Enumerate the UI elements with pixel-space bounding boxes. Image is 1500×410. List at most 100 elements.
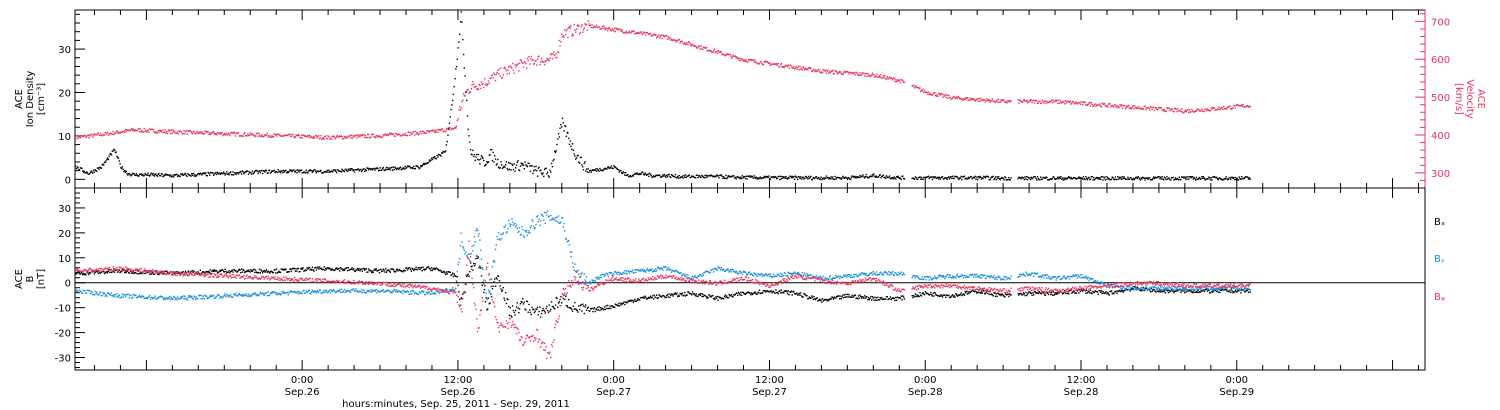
density-series-point [1139, 179, 1142, 181]
bx-series-point [536, 306, 539, 309]
density-series-point [1245, 176, 1247, 178]
by-series-point [371, 291, 373, 293]
by-series-point [312, 291, 314, 293]
bx-series-point [646, 297, 649, 300]
velocity-series-point [957, 95, 959, 98]
velocity-series-point [487, 80, 490, 82]
bx-series-point [876, 299, 878, 301]
density-series-point [938, 176, 941, 179]
velocity-series-point [278, 133, 280, 136]
density-series-point [268, 169, 271, 171]
by-series-point [201, 295, 203, 297]
velocity-series-point [772, 63, 775, 65]
velocity-series-point [684, 42, 686, 44]
velocity-series-point [304, 135, 306, 137]
velocity-series-point [519, 58, 522, 61]
density-series-point [88, 173, 90, 175]
density-series-point [128, 173, 131, 175]
bx-series-point [931, 294, 933, 296]
velocity-series-point [392, 132, 395, 135]
density-series-point [855, 175, 857, 178]
velocity-series-point [230, 132, 232, 134]
density-series-point [546, 173, 548, 175]
density-series-point [614, 166, 617, 168]
density-series-point [532, 172, 534, 175]
velocity-series-point [409, 134, 411, 136]
velocity-series-point [464, 95, 466, 97]
velocity-series-point [811, 70, 813, 73]
by-series-point [140, 296, 142, 298]
velocity-series-point [470, 87, 473, 90]
bx-series-point [76, 271, 78, 274]
density-series-point [1249, 178, 1251, 180]
bx-series-point [1184, 289, 1187, 291]
bx-series-point [1121, 289, 1123, 292]
bx-series-point [473, 262, 475, 265]
bx-series-point [888, 298, 890, 300]
density-series-point [527, 162, 529, 165]
density-series-point [96, 170, 98, 172]
density-series-point [748, 175, 751, 177]
bx-series-point [596, 306, 599, 309]
velocity-series-point [975, 99, 977, 101]
density-series-point [390, 167, 392, 169]
velocity-series-point [983, 99, 986, 101]
bx-series-point [1030, 292, 1032, 295]
bx-series-point [1249, 291, 1251, 293]
velocity-series-point [138, 131, 141, 133]
density-series-point [1140, 177, 1142, 179]
bx-series-point [1047, 293, 1050, 296]
by-series-point [215, 296, 217, 298]
velocity-series-point [675, 41, 677, 43]
density-series-point [948, 178, 951, 180]
density-series-point [123, 170, 125, 173]
bx-series-point [1195, 291, 1197, 293]
density-series-point [575, 157, 578, 159]
density-series-point [457, 47, 459, 49]
density-series-point [408, 166, 410, 168]
velocity-series-point [352, 135, 354, 137]
density-series-point [551, 166, 554, 168]
velocity-series-point [1122, 104, 1124, 107]
velocity-series-point [82, 135, 84, 138]
velocity-series-point [496, 72, 498, 74]
bx-series-point [890, 298, 892, 301]
bx-series-point [1163, 290, 1165, 293]
density-series-point [290, 169, 293, 172]
velocity-series-point [965, 97, 967, 99]
density-series-point [361, 169, 363, 172]
by-series-point [258, 295, 260, 297]
velocity-series-point [1085, 104, 1087, 106]
velocity-series-point [122, 130, 124, 133]
density-series-point [494, 155, 496, 157]
density-series-point [828, 178, 830, 180]
density-series-point [106, 157, 109, 159]
velocity-series-point [1096, 104, 1099, 106]
density-series-point [1130, 177, 1132, 179]
velocity-series-point [226, 133, 228, 136]
by-series-point [168, 297, 170, 300]
bx-series-point [1029, 291, 1031, 293]
bx-series-point [531, 306, 533, 309]
velocity-series-point [493, 72, 495, 74]
by-series-point [124, 296, 127, 298]
velocity-series-point [201, 131, 203, 133]
bx-series-point [1202, 289, 1205, 291]
density-series-point [104, 161, 106, 163]
bx-series-point [1105, 291, 1107, 293]
bx-series-point [1156, 290, 1159, 292]
density-series-point [1152, 178, 1154, 180]
density-series-point [593, 169, 596, 171]
density-series-point [251, 173, 253, 175]
density-series-point [1195, 179, 1197, 181]
bx-series-point [265, 269, 268, 271]
bx-series-point [391, 268, 393, 270]
density-series-point [367, 169, 370, 171]
density-series-point [675, 176, 677, 179]
density-series-point [1193, 176, 1195, 179]
density-series-point [1152, 176, 1155, 178]
velocity-series-point [311, 136, 313, 138]
density-series-point [1026, 179, 1029, 181]
velocity-series-point [795, 66, 797, 68]
